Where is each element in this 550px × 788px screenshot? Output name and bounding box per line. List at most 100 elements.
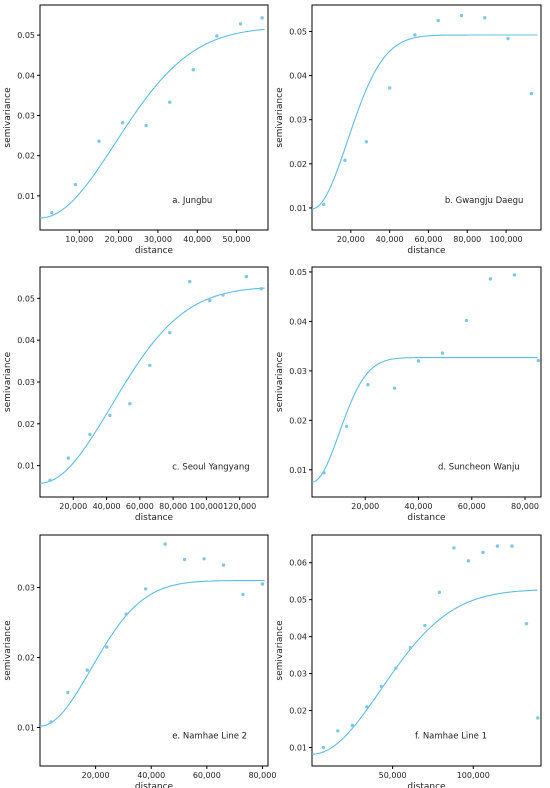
x-tick-label: 20,000 (337, 235, 365, 244)
y-tick-label: 0.01 (289, 466, 307, 475)
data-point (529, 91, 533, 96)
y-tick-label: 0.03 (289, 367, 307, 376)
data-point (49, 720, 53, 724)
y-tick-label: 0.01 (17, 462, 35, 471)
y-tick-label: 0.03 (17, 111, 35, 120)
data-point (343, 158, 347, 162)
data-point (336, 729, 340, 733)
data-point (506, 36, 510, 41)
data-point (436, 18, 440, 23)
data-point (344, 424, 349, 428)
data-point (97, 139, 101, 143)
y-tick-label: 0.03 (289, 116, 307, 125)
plot-frame (311, 266, 542, 498)
y-tick-label: 0.01 (17, 724, 35, 733)
x-tick-label: 60,000 (414, 235, 442, 244)
panel-4: 0.01 0.02 0.03 20,000 40,000 60,000 80,000 dist… (3, 534, 276, 788)
y-tick-label: 0.02 (17, 420, 35, 429)
data-point (168, 330, 172, 335)
data-point (188, 279, 192, 284)
x-tick-label: 40,000 (405, 502, 433, 511)
y-axis-title: semivariance (275, 620, 285, 681)
x-tick-label: 40,000 (183, 235, 211, 244)
panel-title: f. Namhae Line 1 (415, 731, 487, 741)
data-point (495, 544, 500, 548)
y-axis-title: semivariance (3, 620, 13, 681)
data-point (387, 86, 392, 90)
fitted-model-curve (39, 287, 265, 484)
data-point (416, 359, 421, 363)
data-point (321, 745, 325, 750)
y-tick-label: 0.04 (17, 71, 35, 80)
x-tick-label: 10,000 (65, 235, 93, 244)
x-tick-label: 50,000 (379, 771, 407, 780)
data-point (366, 383, 370, 387)
y-tick-label: 0.05 (289, 596, 307, 605)
x-axis-title: distance (407, 513, 446, 523)
x-tick-label: 100,000 (490, 235, 523, 244)
panel-title: c. Seoul Yangyang (172, 462, 249, 472)
data-point (466, 559, 471, 563)
data-point (488, 277, 493, 281)
x-axis-title: distance (135, 246, 174, 256)
data-point (413, 33, 417, 37)
x-tick-label: 50,000 (223, 235, 251, 244)
data-point (66, 690, 70, 695)
data-point (365, 705, 369, 709)
data-point (394, 666, 398, 670)
y-tick-label: 0.03 (17, 378, 35, 387)
x-tick-label: 40,000 (93, 502, 121, 511)
data-point (260, 16, 264, 20)
data-point (536, 716, 540, 720)
x-tick-label: 80,000 (453, 235, 481, 244)
x-axis-title: distance (135, 782, 174, 788)
plot-frame (39, 4, 269, 231)
data-point (408, 646, 413, 650)
y-tick-label: 0.01 (17, 192, 35, 201)
data-point (143, 587, 148, 591)
x-axis-title: distance (407, 246, 446, 256)
y-tick-label: 0.05 (17, 294, 35, 303)
data-point (259, 287, 264, 291)
x-tick-label: 40,000 (137, 771, 165, 780)
data-point (105, 645, 109, 649)
data-point (392, 386, 397, 390)
fitted-model-curve (311, 34, 538, 210)
fitted-model-curve (39, 579, 265, 727)
y-tick-label: 0.01 (289, 744, 307, 753)
x-tick-label: 80,000 (511, 502, 539, 511)
data-point (244, 274, 249, 279)
data-point (182, 557, 187, 562)
data-point (483, 16, 487, 20)
y-axis-title: semivariance (275, 351, 285, 412)
y-tick-label: 0.05 (289, 268, 307, 277)
data-point (221, 293, 225, 297)
data-point (208, 298, 212, 303)
y-tick-label: 0.02 (17, 654, 35, 663)
x-tick-label: 20,000 (59, 502, 87, 511)
data-point (202, 557, 206, 561)
data-point (50, 211, 54, 215)
panel-title: d. Suncheon Wanju (438, 462, 520, 472)
data-point (321, 202, 326, 207)
fitted-model-curve (311, 356, 538, 483)
y-tick-label: 0.01 (289, 204, 307, 213)
panel-0: 0.01 0.02 0.03 0.04 0.05 10,000 20,000 30,000 40… (3, 4, 269, 256)
fitted-model-curve (39, 28, 265, 219)
panel-title: e. Namhae Line 2 (172, 731, 247, 741)
y-tick-label: 0.05 (17, 31, 35, 40)
data-point (481, 550, 485, 555)
x-axis-title: distance (407, 782, 446, 788)
x-tick-label: 60,000 (193, 771, 221, 780)
data-point (510, 544, 514, 548)
x-tick-label: 80,000 (159, 502, 187, 511)
data-point (108, 413, 112, 418)
data-point (238, 22, 243, 26)
x-tick-label: 80,000 (248, 771, 276, 780)
x-tick-label: 100,000 (190, 502, 223, 511)
y-axis-title: semivariance (275, 87, 285, 148)
data-point (322, 471, 326, 475)
plot-frame (311, 4, 542, 231)
x-tick-label: 120,000 (223, 502, 256, 511)
y-tick-label: 0.03 (289, 670, 307, 679)
